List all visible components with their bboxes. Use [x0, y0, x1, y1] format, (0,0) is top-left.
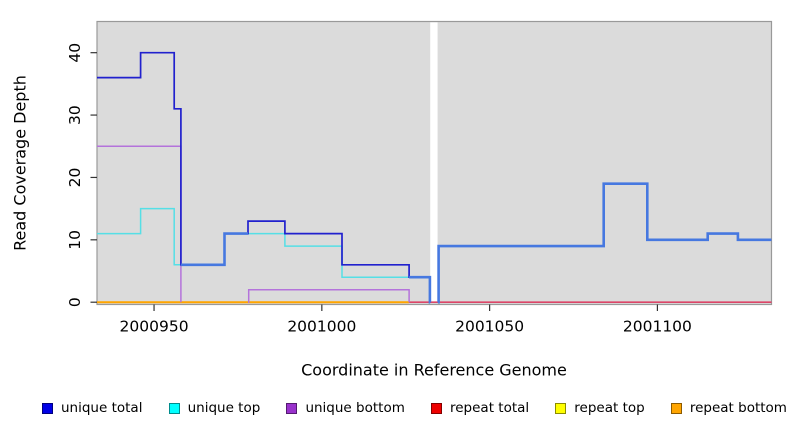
- x-tick-label: 2000950: [120, 318, 189, 336]
- legend-item-unique-total: unique total: [42, 400, 142, 416]
- legend: unique total unique top unique bottom repea…: [42, 396, 787, 420]
- legend-swatch-repeat-top: [555, 402, 567, 414]
- legend-label-unique-top: unique top: [187, 400, 261, 416]
- legend-label-unique-bottom: unique bottom: [305, 400, 405, 416]
- series-unique-total-line: [97, 51, 431, 304]
- x-tick-label: 2001100: [623, 318, 692, 336]
- x-tick-label: 2001050: [455, 318, 524, 336]
- legend-item-repeat-bottom: repeat bottom: [670, 400, 787, 416]
- y-tick-label: 0: [66, 297, 84, 307]
- series-unique-total-top-overlap-right-line: [437, 182, 772, 304]
- legend-item-repeat-top: repeat top: [555, 400, 645, 416]
- plot-area: 2000950 2001000 2001050 2001100 0 10 20 30 40: [66, 20, 773, 336]
- legend-swatch-unique-total: [42, 402, 53, 414]
- y-tick-label: 20: [66, 168, 84, 188]
- series-unique-bottom-low-line: [247, 288, 410, 303]
- y-tick-label: 40: [66, 43, 84, 63]
- legend-swatch-unique-bottom: [286, 402, 298, 414]
- legend-swatch-repeat-total: [430, 402, 442, 414]
- plot-border: [96, 20, 773, 306]
- legend-item-unique-top: unique top: [168, 400, 261, 416]
- series-unique-total-top-overlap-b-line: [409, 275, 432, 304]
- x-axis-title: Coordinate in Reference Genome: [301, 360, 567, 380]
- legend-swatch-unique-top: [168, 402, 180, 414]
- legend-label-repeat-top: repeat top: [574, 400, 645, 416]
- legend-swatch-repeat-bottom: [670, 402, 682, 414]
- x-tick-label: 2001000: [287, 318, 356, 336]
- gap-band: [430, 22, 438, 303]
- y-axis-title: Read Coverage Depth: [10, 75, 30, 251]
- y-tick-label: 30: [66, 105, 84, 125]
- legend-item-unique-bottom: unique bottom: [286, 400, 405, 416]
- y-tick-label: 10: [66, 230, 84, 250]
- legend-label-repeat-total: repeat total: [449, 400, 530, 416]
- legend-item-repeat-total: repeat total: [430, 400, 530, 416]
- series-unique-total-top-overlap-a-line: [180, 232, 248, 267]
- legend-label-unique-total: unique total: [61, 400, 143, 416]
- legend-label-repeat-bottom: repeat bottom: [689, 400, 787, 416]
